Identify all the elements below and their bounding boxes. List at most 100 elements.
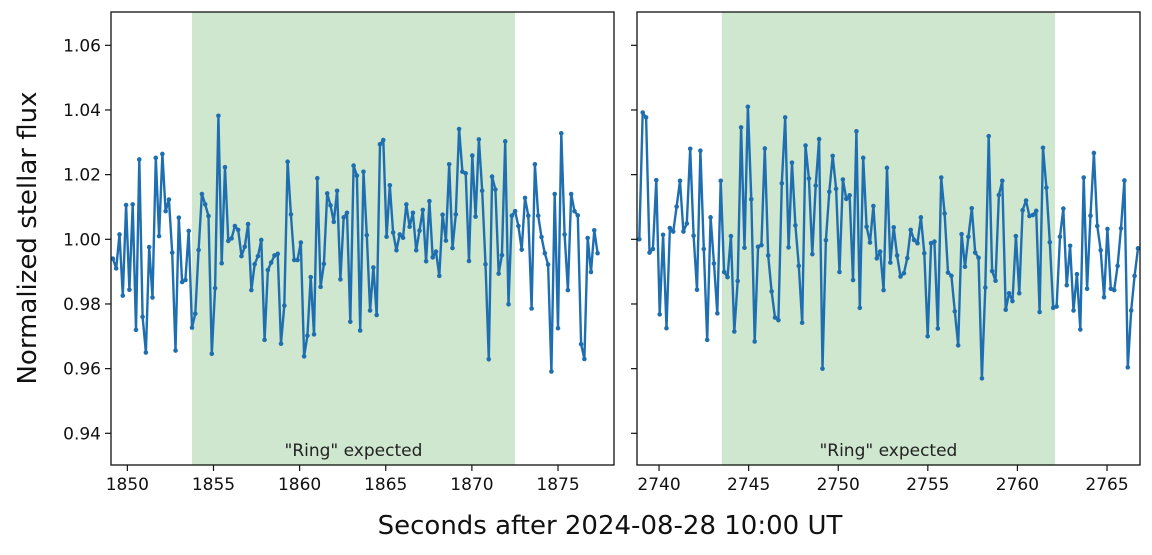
flux-point bbox=[588, 269, 594, 275]
flux-point bbox=[860, 155, 866, 161]
flux-point bbox=[657, 312, 662, 317]
flux-point bbox=[677, 178, 683, 184]
x-tick-label: 1850 bbox=[106, 475, 149, 495]
flux-point bbox=[670, 229, 676, 234]
flux-point bbox=[684, 221, 690, 226]
flux-point bbox=[660, 232, 666, 238]
flux-point bbox=[301, 354, 307, 359]
flux-point bbox=[728, 233, 734, 239]
flux-point bbox=[989, 268, 995, 274]
flux-point bbox=[776, 317, 781, 323]
flux-point bbox=[993, 278, 998, 283]
flux-point bbox=[840, 177, 846, 182]
ring-expected-label: "Ring" expected bbox=[285, 441, 423, 461]
flux-point bbox=[1094, 223, 1100, 229]
flux-point bbox=[1081, 175, 1087, 180]
flux-point bbox=[1020, 207, 1025, 213]
flux-point bbox=[235, 227, 241, 233]
flux-point bbox=[898, 274, 903, 279]
flux-point bbox=[506, 301, 511, 307]
flux-point bbox=[232, 223, 238, 229]
flux-point bbox=[637, 237, 642, 242]
flux-point bbox=[585, 235, 590, 241]
y-tick-label: 1.06 bbox=[63, 36, 101, 56]
flux-point bbox=[793, 223, 798, 228]
flux-point bbox=[1078, 327, 1083, 332]
flux-point bbox=[826, 189, 832, 195]
flux-point bbox=[453, 212, 459, 217]
flux-point bbox=[691, 233, 696, 239]
flux-point bbox=[983, 285, 988, 290]
flux-point bbox=[1033, 208, 1039, 214]
flux-point bbox=[796, 263, 802, 269]
flux-point bbox=[404, 202, 409, 207]
flux-point bbox=[410, 210, 416, 216]
flux-point bbox=[718, 178, 724, 184]
flux-point bbox=[1101, 294, 1107, 300]
flux-point bbox=[176, 215, 182, 220]
flux-point bbox=[113, 266, 119, 271]
flux-point bbox=[908, 227, 914, 233]
flux-series bbox=[637, 104, 1140, 381]
flux-point bbox=[242, 244, 248, 250]
flux-point bbox=[133, 327, 139, 333]
flux-point bbox=[216, 113, 221, 119]
flux-point bbox=[575, 213, 581, 218]
flux-point bbox=[1064, 282, 1070, 288]
flux-point bbox=[1040, 145, 1046, 151]
flux-point bbox=[945, 270, 951, 275]
x-tick-label: 1875 bbox=[536, 475, 579, 495]
flux-point bbox=[1111, 287, 1117, 293]
x-axis-label: Seconds after 2024-08-28 10:00 UT bbox=[378, 511, 843, 541]
flux-point bbox=[150, 295, 155, 300]
flux-point bbox=[891, 225, 897, 230]
flux-point bbox=[394, 248, 399, 253]
flux-point bbox=[331, 219, 337, 225]
flux-point bbox=[820, 366, 825, 371]
flux-point bbox=[262, 337, 267, 343]
flux-point bbox=[219, 260, 224, 266]
flux-point bbox=[1115, 263, 1120, 269]
flux-point bbox=[222, 164, 228, 170]
flux-point bbox=[1091, 150, 1097, 156]
flux-point bbox=[420, 207, 426, 213]
flux-point bbox=[173, 348, 178, 353]
flux-point bbox=[512, 208, 518, 214]
flux-point bbox=[111, 256, 116, 262]
flux-point bbox=[1016, 291, 1022, 296]
flux-point bbox=[732, 329, 737, 334]
flux-point bbox=[1037, 309, 1042, 315]
flux-point bbox=[127, 287, 132, 293]
flux-point bbox=[674, 204, 679, 209]
flux-point bbox=[1088, 213, 1093, 219]
flux-point bbox=[321, 261, 327, 267]
flux-point bbox=[466, 258, 472, 264]
y-tick-label: 0.94 bbox=[63, 424, 101, 444]
flux-point bbox=[532, 161, 538, 167]
flux-point bbox=[156, 233, 162, 239]
flux-point bbox=[443, 238, 449, 243]
flux-point bbox=[647, 250, 652, 255]
x-tick-label: 2765 bbox=[1085, 475, 1128, 495]
flux-point bbox=[789, 160, 795, 165]
flux-point bbox=[305, 333, 310, 338]
flux-point bbox=[806, 176, 812, 181]
y-tick-label: 1.02 bbox=[63, 166, 101, 186]
flux-point bbox=[146, 244, 152, 250]
flux-point bbox=[423, 258, 429, 264]
flux-point bbox=[762, 146, 768, 151]
x-tick-label: 2740 bbox=[637, 475, 680, 495]
flux-point bbox=[489, 174, 495, 179]
flux-point bbox=[966, 234, 971, 240]
flux-point bbox=[1132, 273, 1137, 279]
flux-series bbox=[111, 113, 600, 374]
flux-point bbox=[1128, 308, 1134, 313]
flux-point bbox=[1044, 185, 1049, 190]
flux-point bbox=[456, 126, 462, 132]
flux-point bbox=[738, 125, 744, 130]
flux-point bbox=[496, 271, 501, 276]
flux-point bbox=[529, 306, 534, 311]
flux-point bbox=[911, 237, 917, 243]
flux-point bbox=[120, 293, 126, 298]
flux-point bbox=[799, 320, 805, 326]
